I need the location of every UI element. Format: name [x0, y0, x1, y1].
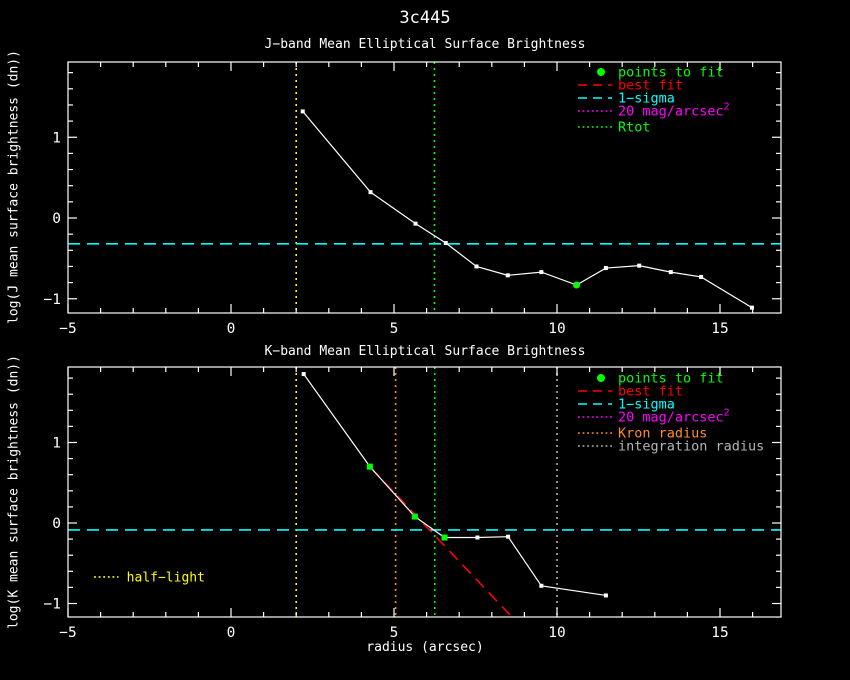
surface-brightness-profile-marker [413, 221, 418, 226]
x-tick-label: 10 [548, 625, 565, 641]
surface-brightness-profile-marker [474, 264, 479, 269]
legend-label-best-fit: best fit [618, 78, 683, 94]
legend-swatch-points-to-fit [597, 68, 605, 76]
x-tick-label: 5 [390, 321, 399, 337]
surface-brightness-profile-marker [300, 109, 305, 114]
surface-brightness-profile-marker [603, 593, 608, 598]
x-tick-label: 0 [227, 625, 236, 641]
best-fit-line [370, 467, 512, 617]
surface-brightness-profile-marker [539, 270, 544, 275]
legend-label-points-to-fit: points to fit [618, 65, 724, 81]
legend-label-kron-radius: Kron radius [618, 426, 707, 442]
legend-label-20-mag-arcsec: 20 mag/arcsec2 [618, 408, 730, 426]
legend-label-20-mag-arcsec: 20 mag/arcsec2 [618, 102, 730, 120]
x-tick-label: −5 [59, 625, 76, 641]
surface-brightness-profile-marker [475, 535, 480, 540]
legend-label-integration-radius: integration radius [618, 439, 764, 455]
x-ticks [67, 367, 754, 617]
y-tick-label: 1 [52, 436, 61, 452]
surface-brightness-profile-marker [603, 266, 608, 271]
y-tick-label: 1 [52, 130, 61, 146]
y-tick-label: 0 [52, 516, 61, 532]
x-tick-label: 15 [711, 625, 728, 641]
legend-label-1-sigma: 1−sigma [618, 91, 675, 107]
x-axis-label: radius (arcsec) [366, 640, 484, 655]
surface-brightness-profile-marker [368, 190, 373, 195]
points-to-fit-marker [366, 463, 373, 470]
surface-brightness-profile-line [302, 111, 753, 309]
points-to-fit-marker [441, 534, 448, 541]
j-panel-title: J−band Mean Elliptical Surface Brightnes… [264, 37, 586, 52]
k-panel-title: K−band Mean Elliptical Surface Brightnes… [264, 344, 586, 359]
surface-brightness-profile-marker [505, 273, 510, 278]
legend-label-best-fit: best fit [618, 384, 683, 400]
legend-label-1-sigma: 1−sigma [618, 397, 675, 413]
axes-border [67, 366, 782, 618]
legend-label-rtot: Rtot [618, 120, 651, 136]
surface-brightness-profile-marker [668, 270, 673, 275]
legend-label-points-to-fit: points to fit [618, 371, 724, 387]
y-ticks [68, 72, 781, 300]
surface-brightness-profile-marker [637, 263, 642, 268]
y-tick-label: −1 [44, 597, 61, 613]
x-tick-label: 10 [548, 321, 565, 337]
y-tick-label: 0 [52, 211, 61, 227]
y-ticks [68, 377, 781, 605]
half-light-label: half−light [127, 570, 205, 585]
page-title: 3c445 [399, 8, 451, 28]
x-tick-label: 0 [227, 321, 236, 337]
legend-swatch-points-to-fit [597, 374, 605, 382]
y-tick-label: −1 [44, 292, 61, 308]
points-to-fit-marker [573, 281, 581, 289]
surface-brightness-profile-marker [749, 305, 754, 310]
x-tick-label: −5 [59, 321, 76, 337]
surface-brightness-profile-marker [506, 534, 511, 539]
axes-border [67, 61, 782, 314]
x-tick-label: 15 [711, 321, 728, 337]
surface-brightness-profile-marker [443, 241, 448, 246]
surface-brightness-profile-marker [699, 274, 704, 279]
points-to-fit-marker [411, 513, 418, 520]
k-band-panel: −5 0 5 10 15 −1 0 1 half−light points to fitbest … [44, 366, 782, 641]
x-ticks [67, 62, 754, 313]
surface-brightness-profile-line [303, 373, 606, 597]
x-tick-label: 5 [390, 625, 399, 641]
surface-brightness-profile-marker [539, 583, 544, 588]
surface-brightness-profile-marker [301, 372, 306, 377]
